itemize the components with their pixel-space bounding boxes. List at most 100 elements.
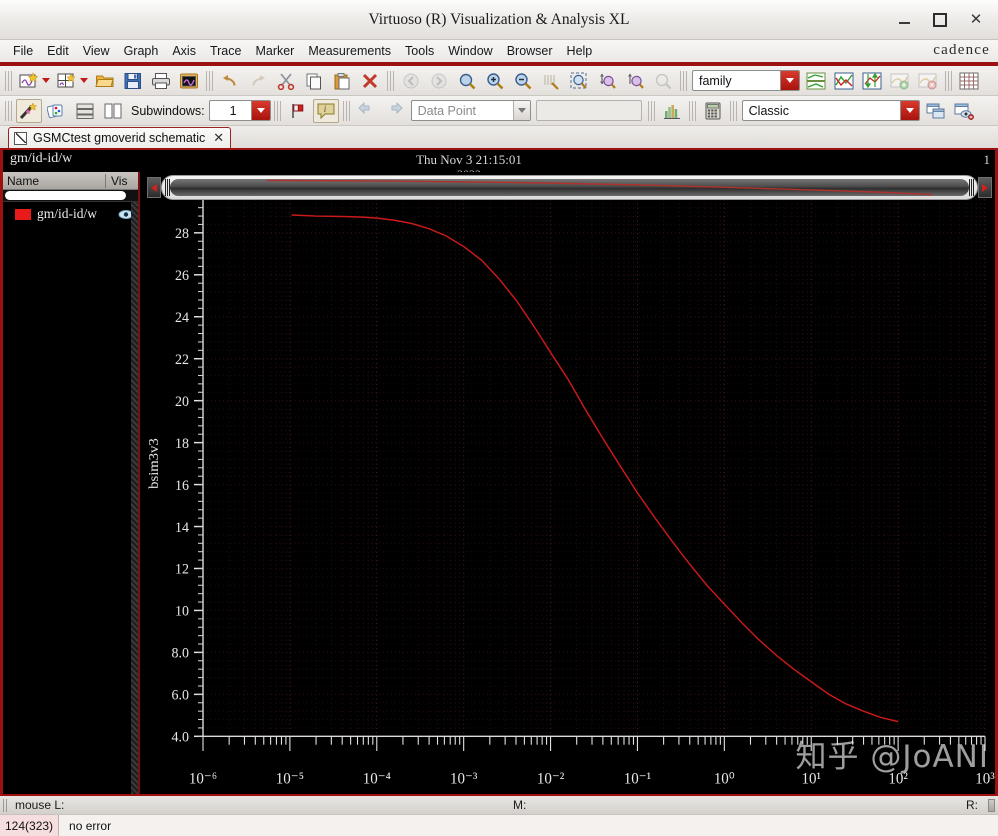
window-icon[interactable] <box>923 99 949 123</box>
delete-trace-icon[interactable] <box>915 69 941 93</box>
error-count[interactable]: 124(323) <box>0 815 60 836</box>
zoom-slider-left-arrow-icon[interactable] <box>147 177 161 198</box>
zoom-out-icon[interactable] <box>510 69 536 93</box>
menu-tools[interactable]: Tools <box>405 44 435 58</box>
svg-text:26: 26 <box>175 268 189 284</box>
menu-graph[interactable]: Graph <box>123 44 159 58</box>
redo-icon[interactable] <box>245 69 271 93</box>
save-icon[interactable] <box>120 69 146 93</box>
menu-help[interactable]: Help <box>566 44 593 58</box>
zoom-reset-icon[interactable] <box>650 69 676 93</box>
zoom-slider-right-arrow-icon[interactable] <box>978 177 992 198</box>
prev-marker-icon[interactable] <box>354 99 380 123</box>
grid-icon[interactable] <box>956 69 982 93</box>
minimize-button[interactable] <box>896 12 912 28</box>
menu-browser[interactable]: Browser <box>506 44 553 58</box>
zoom-slider-left-handle[interactable] <box>165 179 170 196</box>
style-combo[interactable]: Classic <box>741 100 920 121</box>
cut-icon[interactable] <box>273 69 299 93</box>
toolbar-grip-2[interactable] <box>206 70 213 91</box>
status-mouse-mid: M: <box>513 798 527 812</box>
style-combo-arrow-icon[interactable] <box>899 101 919 120</box>
zoom-slider-track[interactable] <box>161 175 978 200</box>
undo-icon[interactable] <box>217 69 243 93</box>
copy-icon[interactable] <box>301 69 327 93</box>
plot-region[interactable]: 4.06.08.01012141618202224262830bsim3v310… <box>140 172 995 794</box>
subwindows-combo[interactable]: 1 <box>208 100 271 121</box>
side-by-side-icon[interactable] <box>100 99 126 123</box>
palette-icon[interactable] <box>44 99 70 123</box>
new-graph-dropdown-icon[interactable] <box>40 70 52 92</box>
toolbar-grip-5[interactable] <box>945 70 952 91</box>
menu-view[interactable]: View <box>82 44 110 58</box>
new-subwindow-icon[interactable] <box>54 69 80 93</box>
zoom-slider-right-handle[interactable] <box>969 179 974 196</box>
toolbar2-grip-5[interactable] <box>688 100 696 121</box>
status-bar-grip[interactable] <box>3 798 9 812</box>
menu-axis[interactable]: Axis <box>172 44 196 58</box>
trace-panel-vscrollbar[interactable] <box>131 202 138 794</box>
toolbar-grip-3[interactable] <box>387 70 394 91</box>
strip-traces-icon[interactable] <box>859 69 885 93</box>
trace-panel-hscroll-thumb[interactable] <box>5 191 126 200</box>
close-button[interactable]: ✕ <box>969 10 983 28</box>
zoom-y-in-icon[interactable] <box>594 69 620 93</box>
swap-traces-icon[interactable] <box>803 69 829 93</box>
menu-window[interactable]: Window <box>448 44 493 58</box>
menu-edit[interactable]: Edit <box>47 44 69 58</box>
chart-canvas[interactable]: 4.06.08.01012141618202224262830bsim3v310… <box>140 172 995 794</box>
marker-type-arrow-icon[interactable] <box>512 101 530 120</box>
flag-icon[interactable] <box>285 99 311 123</box>
calculator-icon[interactable] <box>700 99 726 123</box>
split-traces-icon[interactable] <box>831 69 857 93</box>
toolbar2-grip-4[interactable] <box>647 100 655 121</box>
zoom-y-out-icon[interactable] <box>622 69 648 93</box>
menu-file[interactable]: File <box>13 44 34 58</box>
toolbar2-grip[interactable] <box>5 100 12 121</box>
trace-panel-hscrollbar[interactable] <box>3 190 138 202</box>
status-resize-handle[interactable] <box>988 799 995 812</box>
stack-icon[interactable] <box>72 99 98 123</box>
copy-graph-icon[interactable] <box>176 69 202 93</box>
toolbar2-grip-6[interactable] <box>729 100 737 121</box>
menu-marker[interactable]: Marker <box>255 44 295 58</box>
trace-color-swatch[interactable] <box>15 208 31 220</box>
tab-gsmctest-gmoverid-schematic[interactable]: GSMCtest gmoverid schematic ✕ <box>8 127 232 148</box>
new-graph-window-icon[interactable] <box>16 69 42 93</box>
wand-icon[interactable] <box>16 98 42 123</box>
delete-icon[interactable] <box>357 69 383 93</box>
subwindows-combo-arrow-icon[interactable] <box>250 101 270 120</box>
family-combo[interactable]: family <box>692 70 800 91</box>
marker-type-combo[interactable]: Data Point <box>410 100 531 121</box>
svg-text:24: 24 <box>175 310 189 326</box>
hide-window-icon[interactable] <box>951 99 977 123</box>
forward-icon[interactable] <box>426 69 452 93</box>
toolbar2-grip-3[interactable] <box>342 100 350 121</box>
next-marker-icon[interactable] <box>382 99 408 123</box>
back-icon[interactable] <box>398 69 424 93</box>
toolbar2-grip-2[interactable] <box>273 100 281 121</box>
svg-text:6.0: 6.0 <box>172 687 189 703</box>
family-combo-arrow-icon[interactable] <box>780 71 799 90</box>
add-trace-icon[interactable] <box>887 69 913 93</box>
menu-trace[interactable]: Trace <box>209 44 242 58</box>
paste-icon[interactable] <box>329 69 355 93</box>
zoom-vertical-icon[interactable] <box>538 69 564 93</box>
info-icon[interactable]: i <box>312 98 339 123</box>
print-icon[interactable] <box>148 69 174 93</box>
menu-measurements[interactable]: Measurements <box>308 44 392 58</box>
maximize-button[interactable] <box>932 12 948 28</box>
zoom-in-icon[interactable] <box>482 69 508 93</box>
zoom-fit-icon[interactable] <box>454 69 480 93</box>
marker-value-field[interactable] <box>535 100 642 121</box>
histogram-icon[interactable] <box>659 99 685 123</box>
new-subwindow-dropdown-icon[interactable] <box>78 70 90 92</box>
zoom-area-icon[interactable] <box>566 69 592 93</box>
trace-row[interactable]: gm/id-id/w <box>3 202 138 226</box>
x-range-zoom-slider[interactable] <box>147 174 992 201</box>
svg-text:i: i <box>323 104 326 114</box>
toolbar-grip-4[interactable] <box>680 70 687 91</box>
toolbar-grip[interactable] <box>5 70 12 91</box>
tab-close-icon[interactable]: ✕ <box>213 130 225 146</box>
open-folder-icon[interactable] <box>92 69 118 93</box>
